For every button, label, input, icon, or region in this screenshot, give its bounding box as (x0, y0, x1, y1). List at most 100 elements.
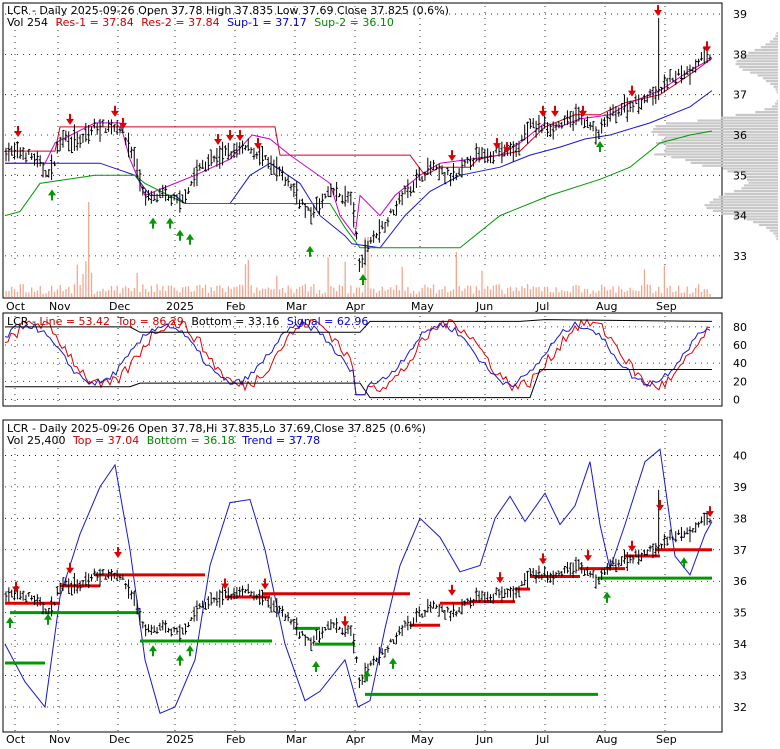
top-sell-signal-13-head (579, 110, 587, 117)
bottom-ytick-4: 36 (733, 575, 747, 588)
volume-profile-bin (752, 221, 778, 224)
top-sell-signal-2-head (111, 110, 119, 117)
volume-bar-2 (11, 286, 13, 297)
bottom-price-bars (4, 490, 712, 689)
bottom-ytick-7: 33 (733, 670, 747, 683)
volume-bar-160 (461, 290, 463, 297)
volume-bar-0 (5, 291, 7, 297)
volume-bar-208 (598, 290, 600, 297)
bottom-legend-trend: Trend = 37.78 (241, 434, 320, 447)
volume-bar-232 (666, 287, 668, 297)
volume-bar-242 (695, 287, 697, 297)
volume-bar-155 (447, 292, 449, 297)
volume-bar-25 (76, 264, 78, 297)
volume-bar-52 (153, 292, 155, 297)
volume-bar-230 (660, 293, 663, 297)
volume-profile-bin (664, 150, 778, 153)
volume-bar-10 (33, 291, 36, 297)
volume-profile-bin (743, 175, 778, 179)
volume-profile-bin (690, 161, 778, 164)
volume-bar-132 (381, 286, 383, 297)
volume-bar-167 (481, 270, 483, 297)
volume-bar-182 (524, 288, 526, 297)
volume-profile-bin (748, 181, 778, 184)
volume-bar-58 (170, 285, 172, 297)
volume-profile-bin (712, 209, 778, 212)
volume-bar-188 (541, 291, 543, 297)
volume-bar-108 (313, 284, 315, 297)
bottom-xlabel-10: Aug (596, 733, 617, 745)
top-buy-signal-3-head (176, 229, 184, 236)
bottom-buy-signal-6-head (363, 670, 371, 677)
top-xlabel-10: Aug (596, 300, 617, 313)
volume-bar-178 (512, 291, 514, 297)
bottom-sell-signal-8-head (539, 558, 547, 565)
volume-bar-76 (222, 288, 224, 297)
volume-bar-135 (390, 287, 392, 297)
bottom-x-axis: Oct Nov Dec 2025 Feb Mar Apr May Jun Jul Aug Sep (6, 733, 677, 746)
bottom-sell-signal-6-head (448, 589, 456, 596)
volume-bar-17 (53, 291, 56, 297)
volume-bar-16 (51, 285, 53, 297)
volume-bar-191 (549, 291, 552, 297)
bottom-xlabel-5: Mar (286, 733, 307, 745)
volume-profile-bin (709, 201, 778, 204)
volume-bar-46 (136, 272, 138, 297)
volume-bar-241 (692, 292, 694, 297)
volume-bar-152 (438, 289, 440, 297)
top-sell-signal-12-head (551, 110, 559, 117)
volume-bar-116 (336, 290, 338, 297)
volume-bar-118 (341, 286, 343, 297)
bottom-ytick-3: 37 (733, 544, 747, 557)
volume-bar-225 (646, 284, 648, 297)
volume-profile-bin (724, 192, 778, 196)
volume-bar-86 (250, 285, 252, 297)
volume-bar-40 (119, 293, 121, 297)
volume-profile-bin (655, 125, 778, 128)
top-xlabel-9: Jul (535, 300, 549, 313)
volume-bar-23 (70, 293, 73, 297)
volume-bar-35 (105, 291, 107, 297)
volume-bar-151 (435, 293, 438, 297)
volume-bar-83 (241, 285, 244, 297)
volume-profile-bin (743, 173, 778, 176)
volume-bar-235 (675, 291, 677, 297)
volume-bar-60 (176, 290, 178, 297)
volume-profile-bin (735, 113, 778, 117)
volume-bar-214 (615, 292, 617, 297)
volume-bar-156 (450, 290, 452, 297)
bottom-xlabel-3: 2025 (166, 733, 194, 745)
volume-profile-bin (746, 218, 778, 221)
volume-bar-22 (68, 286, 70, 297)
volume-profile-bin (655, 142, 778, 145)
bottom-sell-signal-7-head (496, 577, 504, 584)
volume-bar-72 (210, 287, 212, 297)
bottom-buy-signal-2-head (149, 645, 157, 652)
volume-bar-133 (384, 290, 386, 297)
volume-bar-141 (407, 287, 409, 297)
volume-profile-bin (736, 60, 778, 63)
volume-profile-bin (776, 99, 778, 102)
volume-bar-113 (327, 257, 329, 297)
top-sell-signal-1-head (66, 118, 74, 125)
bottom-y-axis: 40 39 38 37 36 35 34 33 32 (733, 449, 747, 714)
volume-bar-163 (469, 285, 472, 297)
top-legend-vol: Vol 254 (7, 16, 48, 29)
volume-bar-89 (259, 290, 261, 297)
top-panel-frame (2, 2, 723, 299)
top-ytick-2: 37 (733, 89, 747, 102)
top-legend-sup1: Sup-1 = 37.17 (227, 16, 307, 29)
volume-profile-bin (757, 74, 778, 77)
volume-profile-bin (685, 158, 778, 162)
volume-profile-bin (665, 147, 778, 150)
top-buy-signal-1-head (149, 217, 157, 224)
top-sell-signal-9-head (493, 143, 501, 150)
bottom-ytick-0: 40 (733, 449, 747, 462)
bottom-ytick-5: 35 (733, 607, 747, 620)
middle-legend-bottom: Bottom = 33.16 (191, 315, 279, 328)
volume-bar-136 (393, 289, 395, 297)
bottom-sell-signal-9-head (584, 555, 592, 562)
stoch-d-line (4, 320, 711, 396)
bottom-xlabel-8: Jun (475, 733, 493, 745)
